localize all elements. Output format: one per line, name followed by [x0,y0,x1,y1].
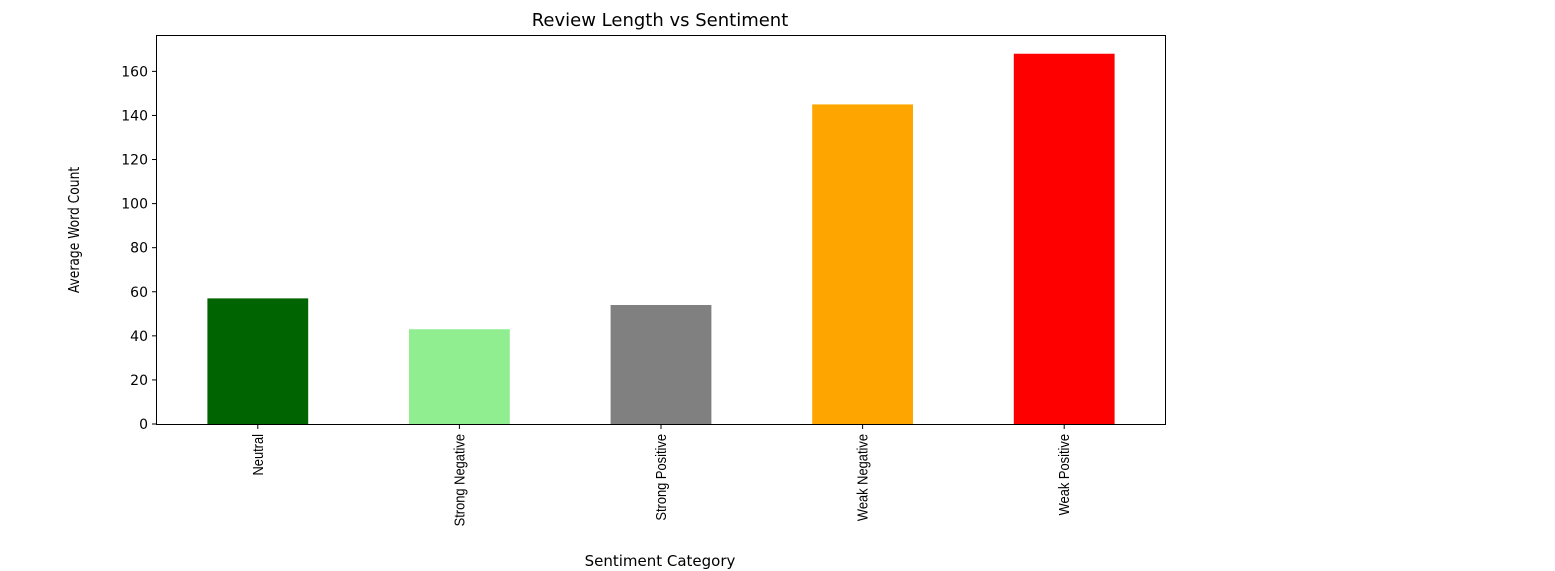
bar-weak-positive [1013,53,1115,425]
y-tick-label: 140 [121,108,148,124]
y-tick-label: 40 [130,329,148,345]
x-tick-label: Strong Negative [450,434,467,527]
y-tick-label: 120 [121,153,148,169]
y-tick-label: 20 [130,373,148,389]
bar-weak-negative [812,104,913,424]
y-tick-label: 60 [130,285,148,301]
bars-layer [207,53,1115,425]
y-tick-label: 100 [121,197,148,213]
y-tick-label: 0 [139,417,148,433]
bar-strong-negative [409,329,510,424]
y-tick-label: 80 [130,241,148,257]
x-tick-label: Weak Negative [854,434,871,521]
bar-neutral [207,298,309,424]
y-tick-label: 160 [121,64,148,80]
y-axis-label: Average Word Count [66,166,83,293]
chart-title: Review Length vs Sentiment [532,10,789,31]
x-tick-label: Weak Positive [1055,434,1072,516]
bar-strong-positive [610,304,712,424]
x-tick-label: Strong Positive [652,434,669,521]
x-tick-label: Neutral [249,434,266,476]
x-axis-ticks: Neutral Strong Negative Strong Positive Wea… [249,424,1072,527]
plot-area-frame [156,35,1166,425]
y-axis-ticks: 0 20 40 60 80 100 120 140 160 [121,64,157,433]
x-axis-label: Sentiment Category [585,552,736,570]
